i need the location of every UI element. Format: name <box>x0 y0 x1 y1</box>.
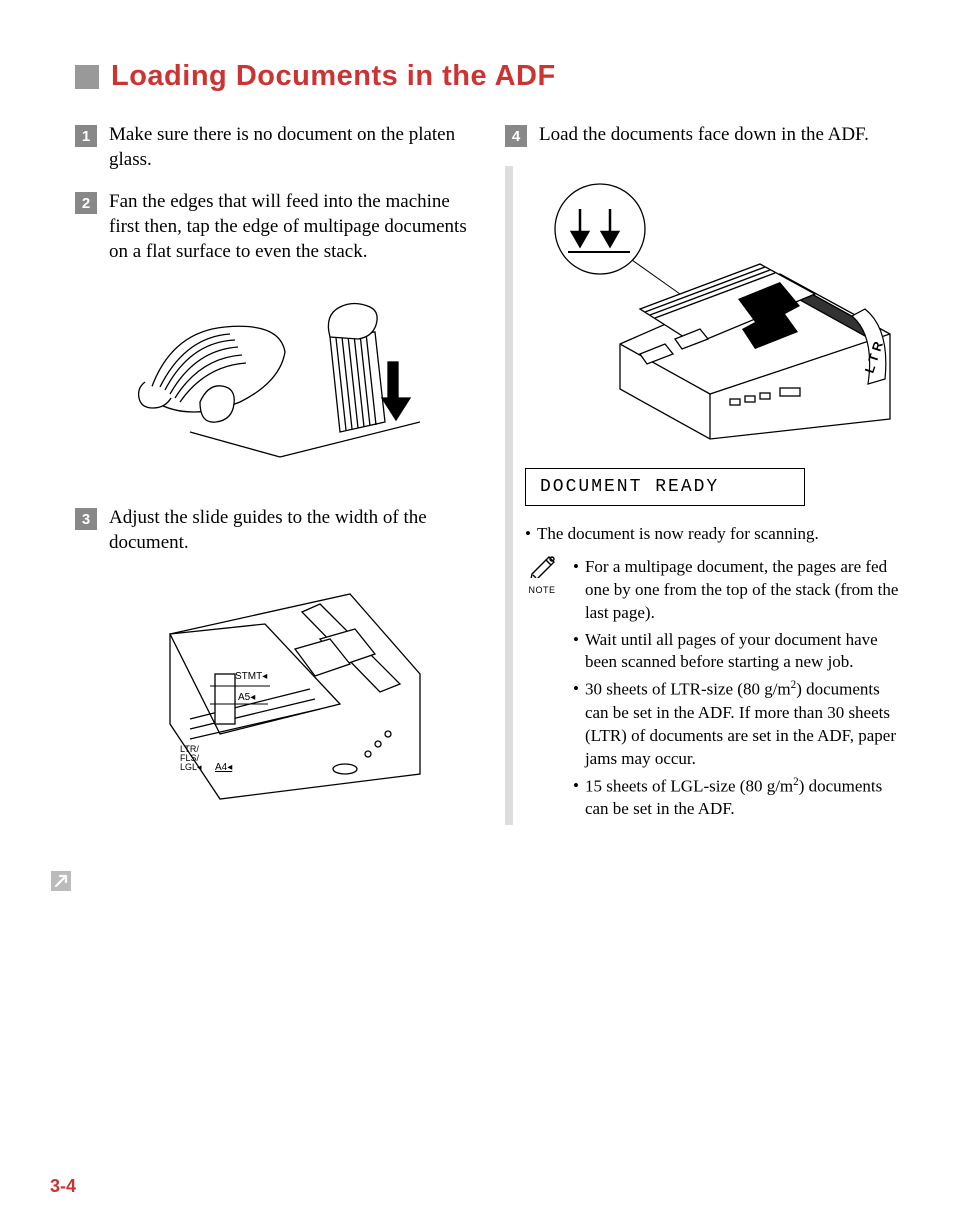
step-4: 4 Load the documents face down in the AD… <box>505 123 904 148</box>
guide-label-a5: A5◂ <box>238 692 255 703</box>
note-label: NOTE <box>525 585 559 595</box>
title-bullet-square <box>75 65 99 89</box>
right-content: L T R DOCUMENT READY • The document is n… <box>525 166 904 826</box>
step-2: 2 Fan the edges that will feed into the … <box>75 190 475 264</box>
step-4-text: Load the documents face down in the ADF. <box>539 123 869 148</box>
note-item: • 15 sheets of LGL-size (80 g/m2) docume… <box>573 775 904 822</box>
note-list: • For a multipage document, the pages ar… <box>573 556 904 826</box>
step-number-1: 1 <box>75 125 97 147</box>
step-number-4: 4 <box>505 125 527 147</box>
step-2-text: Fan the edges that will feed into the ma… <box>109 190 475 264</box>
right-content-bar: L T R DOCUMENT READY • The document is n… <box>505 166 904 826</box>
bullet-dot: • <box>525 524 531 544</box>
content-columns: 1 Make sure there is no document on the … <box>75 123 904 828</box>
pencil-note-icon <box>528 556 556 578</box>
right-column: 4 Load the documents face down in the AD… <box>505 123 904 828</box>
guide-label-stmt: STMT◂ <box>235 671 267 682</box>
note-item: • Wait until all pages of your document … <box>573 629 904 675</box>
section-title: Loading Documents in the ADF <box>111 60 556 93</box>
figure-load-facedown: L T R <box>525 174 904 444</box>
figure-fan-paper <box>75 282 475 482</box>
note-d: 15 sheets of LGL-size (80 g/m2) document… <box>585 775 904 822</box>
page-number: 3-4 <box>50 1176 76 1197</box>
note-icon-column: NOTE <box>525 556 559 826</box>
step-number-3: 3 <box>75 508 97 530</box>
guide-label-a4: A4◂ <box>215 762 232 773</box>
figure-slide-guides: STMT◂ A5◂ LTR/ FLS/ LGL◂ A4◂ <box>75 574 475 804</box>
step-number-2: 2 <box>75 192 97 214</box>
section-title-row: Loading Documents in the ADF <box>75 60 904 93</box>
step-1: 1 Make sure there is no document on the … <box>75 123 475 172</box>
note-b: Wait until all pages of your document ha… <box>585 629 904 675</box>
note-block: NOTE • For a multipage document, the pag… <box>525 556 904 826</box>
vertical-gray-bar <box>505 166 513 826</box>
step-3-text: Adjust the slide guides to the width of … <box>109 506 475 555</box>
note-a: For a multipage document, the pages are … <box>585 556 904 625</box>
note-item: • For a multipage document, the pages ar… <box>573 556 904 625</box>
left-column: 1 Make sure there is no document on the … <box>75 123 475 828</box>
note-c: 30 sheets of LTR-size (80 g/m2) document… <box>585 678 904 770</box>
corner-arrow-icon <box>50 870 72 897</box>
lcd-display: DOCUMENT READY <box>525 468 805 506</box>
guide-label-ltr: LTR/ FLS/ LGL◂ <box>180 744 202 772</box>
step-3: 3 Adjust the slide guides to the width o… <box>75 506 475 555</box>
note-item: • 30 sheets of LTR-size (80 g/m2) docume… <box>573 678 904 770</box>
ready-text: The document is now ready for scanning. <box>537 524 819 544</box>
ready-line: • The document is now ready for scanning… <box>525 524 904 544</box>
step-1-text: Make sure there is no document on the pl… <box>109 123 475 172</box>
